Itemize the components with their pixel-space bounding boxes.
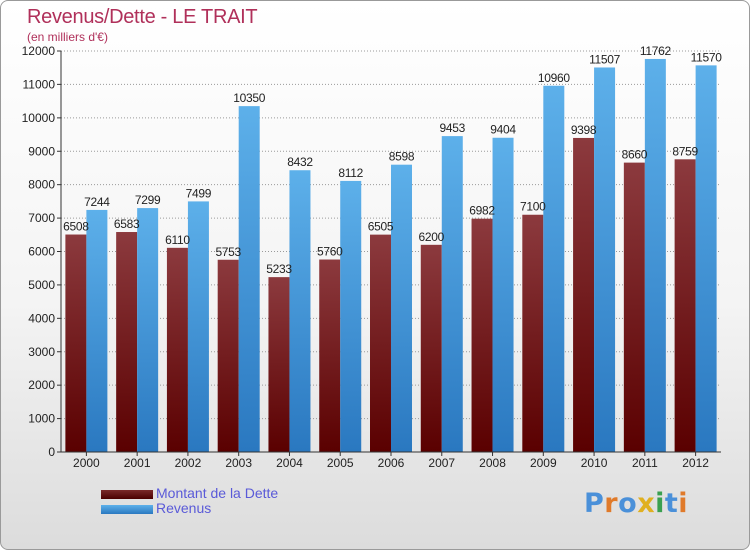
bar-revenue [594,67,616,452]
data-label-revenue: 9404 [490,123,516,137]
bar-debt [420,244,442,452]
bar-revenue [695,65,717,452]
data-label-debt: 6583 [114,217,140,231]
logo-letter: P [584,488,605,519]
data-labels: 6508 7244 6583 7299 6110 7499 5753 10350 5233 843… [63,44,722,276]
data-label-revenue: 10350 [233,91,265,105]
y-tick-label: 8000 [28,178,55,192]
bar-debt [573,137,595,452]
data-label-debt: 5233 [266,262,292,276]
data-label-debt: 7100 [520,200,546,214]
bar-debt [268,277,290,452]
x-tick-label: 2007 [428,456,455,470]
bar-debt [116,232,138,452]
data-label-revenue: 9453 [440,121,466,135]
x-tick-label: 2009 [530,456,557,470]
bar-revenue [441,136,463,452]
data-label-debt: 5753 [215,245,241,259]
logo-letter: r [604,488,619,519]
axes [60,51,721,453]
y-tick-label: 5000 [28,278,55,292]
x-tick-label: 2006 [378,456,405,470]
bar-debt [471,218,493,452]
chart-subtitle: (en milliers d'€) [27,30,108,44]
data-label-debt: 8660 [622,148,648,162]
data-label-debt: 9398 [571,123,597,137]
bar-revenue [391,164,412,452]
data-label-revenue: 7299 [135,193,161,207]
y-tick-label: 4000 [28,311,55,325]
data-label-debt: 8759 [672,144,698,158]
data-label-revenue: 11507 [589,52,621,66]
data-label-revenue: 8432 [287,155,313,169]
y-tick-label: 6000 [28,245,55,259]
y-axis-ticks: 0 1000 2000 3000 4000 5000 6000 7000 8000 9000 100… [22,44,61,459]
bar-debt [623,162,645,452]
bar-revenue [289,170,311,453]
data-label-revenue: 8112 [338,166,363,180]
bar-revenue [644,58,666,453]
bar-debt [217,259,239,452]
bar-revenue [340,180,362,452]
legend-swatch-debt [101,490,153,499]
y-tick-label: 10000 [22,111,56,125]
y-tick-label: 12000 [22,44,56,58]
x-axis-ticks: 2000 2001 2002 2003 2004 2005 2006 2007 2008 2009… [73,452,709,470]
x-tick-label: 2001 [124,456,151,470]
chart-title: Revenus/Dette - LE TRAIT [27,6,258,28]
data-label-debt: 6505 [368,220,394,234]
logo-letter: o [618,488,638,519]
bar-revenue [86,209,108,452]
y-tick-label: 3000 [28,345,55,359]
y-tick-label: 1000 [28,412,55,426]
bar-revenue [492,137,514,452]
legend-label-revenue: Revenus [156,500,212,516]
y-tick-label: 2000 [28,378,55,392]
legend-swatch-revenue [101,505,153,514]
x-tick-label: 2005 [327,456,354,470]
y-tick-label: 9000 [28,144,55,158]
legend-label-debt: Montant de la Dette [156,485,279,501]
x-tick-label: 2002 [175,456,202,470]
bar-debt [65,234,87,452]
bar-revenue [543,85,565,453]
bar-revenue [137,208,159,452]
logo-letter: i [655,488,665,519]
data-label-revenue: 7499 [186,186,212,200]
bar-debt [370,234,391,452]
logo-letter: t [664,488,679,519]
x-tick-label: 2012 [682,456,709,470]
data-label-revenue: 11762 [640,44,672,58]
data-label-revenue: 11570 [691,50,723,64]
data-label-debt: 6982 [469,204,495,218]
data-label-debt: 6508 [63,220,89,234]
bar-revenue [187,201,209,452]
bar-debt [319,259,341,452]
bar-debt [166,247,188,452]
bars [65,58,717,453]
bar-debt [674,159,696,453]
x-tick-label: 2000 [73,456,100,470]
x-tick-label: 2004 [276,456,303,470]
data-label-debt: 5760 [317,245,343,259]
x-tick-label: 2008 [479,456,506,470]
y-tick-label: 7000 [28,211,55,225]
data-label-debt: 6110 [165,233,190,247]
data-label-revenue: 8598 [389,150,415,164]
data-label-debt: 6200 [419,230,445,244]
y-tick-label: 11000 [23,77,56,91]
y-tick-label: 0 [48,445,55,459]
x-tick-label: 2003 [225,456,252,470]
logo-letter: x [637,488,656,519]
bar-debt [522,214,544,452]
x-tick-label: 2010 [581,456,608,470]
bar-revenue [238,106,260,452]
logo-letter: i [678,488,689,519]
x-tick-label: 2011 [632,456,658,470]
data-label-revenue: 7244 [84,195,110,209]
data-label-revenue: 10960 [538,71,570,85]
proxiti-logo: Proxiti [584,488,688,519]
